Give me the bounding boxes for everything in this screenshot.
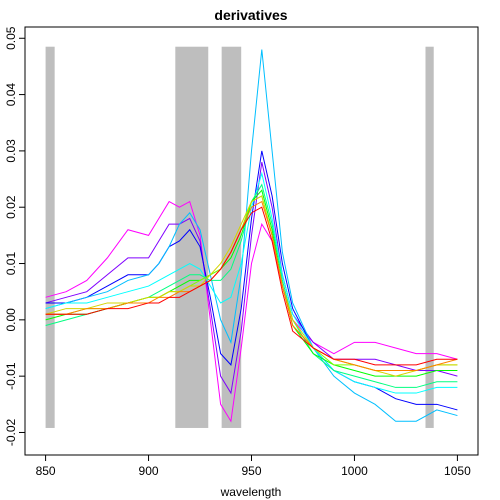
y-tick-label: 0.05 xyxy=(4,26,18,50)
series-line xyxy=(45,162,458,395)
y-tick-label: -0.01 xyxy=(4,362,18,390)
chart-title: derivatives xyxy=(214,7,287,23)
x-tick-label: 1000 xyxy=(341,464,368,478)
x-tick-label: 850 xyxy=(36,464,56,478)
y-tick-label: 0.02 xyxy=(4,195,18,219)
shaded-region xyxy=(425,46,434,428)
y-tick-label: -0.02 xyxy=(4,418,18,446)
series-line xyxy=(45,171,458,394)
shaded-region xyxy=(175,46,209,428)
series-line xyxy=(45,150,458,411)
plot-frame xyxy=(24,26,479,456)
series-line xyxy=(45,200,458,423)
x-tick-label: 900 xyxy=(139,464,159,478)
y-tick-label: 0.01 xyxy=(4,252,18,276)
x-tick-label: 950 xyxy=(241,464,261,478)
series-line xyxy=(45,49,458,422)
y-tick-label: 0.03 xyxy=(4,139,18,163)
y-tick-label: 0.00 xyxy=(4,308,18,332)
series-line xyxy=(45,206,458,366)
x-axis-label: wavelength xyxy=(220,485,282,499)
shaded-region xyxy=(45,46,55,428)
x-tick-label: 1050 xyxy=(444,464,471,478)
y-tick-label: 0.04 xyxy=(4,83,18,107)
